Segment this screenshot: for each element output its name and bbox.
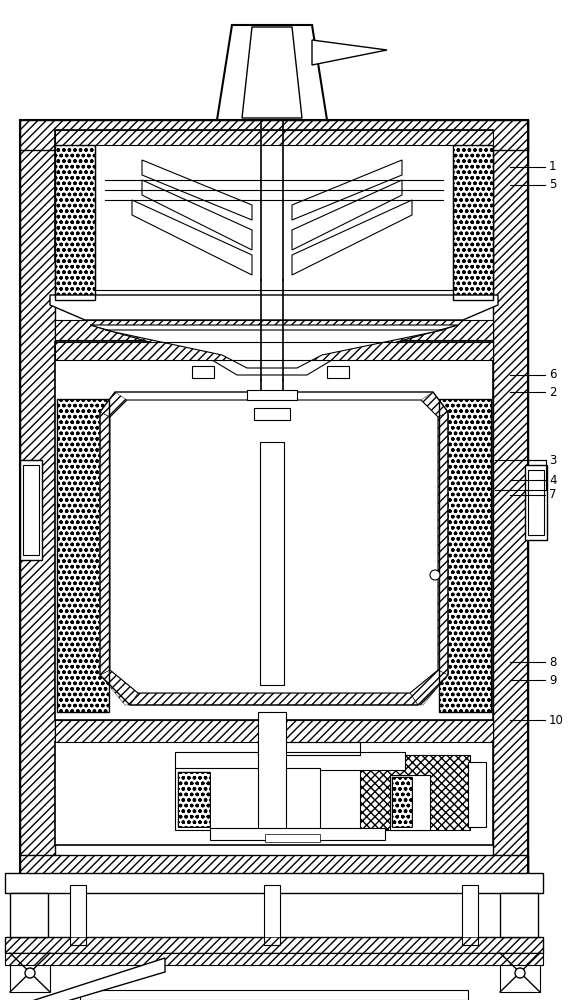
Bar: [20, 855, 528, 885]
Bar: [392, 777, 412, 827]
Bar: [175, 752, 405, 770]
Bar: [55, 145, 95, 300]
Bar: [55, 720, 493, 742]
Bar: [264, 885, 280, 945]
Bar: [5, 937, 543, 953]
Bar: [95, 145, 453, 290]
Polygon shape: [50, 295, 498, 320]
Text: 6: 6: [549, 368, 556, 381]
Polygon shape: [100, 392, 448, 705]
Bar: [247, 390, 297, 400]
Bar: [55, 320, 493, 340]
Polygon shape: [217, 25, 327, 120]
Bar: [20, 120, 528, 150]
Bar: [360, 755, 470, 830]
Bar: [57, 399, 109, 712]
Bar: [453, 145, 493, 300]
Bar: [70, 885, 86, 945]
Bar: [360, 755, 470, 830]
Bar: [500, 953, 540, 992]
Polygon shape: [292, 180, 402, 250]
Bar: [528, 470, 544, 535]
Polygon shape: [242, 27, 302, 118]
Bar: [55, 145, 95, 300]
Bar: [55, 342, 493, 360]
Bar: [55, 720, 493, 742]
Bar: [175, 768, 320, 830]
Bar: [265, 834, 320, 842]
Bar: [254, 408, 290, 420]
Text: 10: 10: [549, 714, 564, 726]
Bar: [500, 893, 538, 937]
Circle shape: [515, 968, 525, 978]
Bar: [5, 873, 543, 893]
Bar: [390, 775, 430, 830]
Bar: [178, 772, 210, 827]
Bar: [10, 893, 48, 937]
Bar: [20, 120, 55, 885]
Text: 4: 4: [549, 474, 556, 487]
Polygon shape: [312, 40, 387, 65]
Bar: [20, 460, 42, 560]
Text: 2: 2: [549, 385, 556, 398]
Polygon shape: [142, 180, 252, 250]
Bar: [55, 342, 493, 720]
Polygon shape: [105, 330, 443, 368]
Polygon shape: [55, 130, 493, 300]
Bar: [210, 828, 385, 840]
Bar: [258, 712, 286, 837]
Text: 9: 9: [549, 674, 556, 686]
Bar: [392, 777, 412, 827]
Bar: [55, 130, 493, 148]
Polygon shape: [110, 400, 438, 693]
Bar: [468, 762, 486, 827]
Bar: [55, 150, 493, 855]
Polygon shape: [142, 160, 252, 220]
Bar: [23, 465, 39, 555]
Bar: [5, 937, 543, 953]
Bar: [5, 953, 543, 965]
Polygon shape: [132, 200, 252, 275]
Bar: [57, 399, 109, 712]
Bar: [439, 399, 491, 712]
Circle shape: [25, 968, 35, 978]
Bar: [55, 742, 493, 845]
Text: 7: 7: [549, 488, 556, 502]
Polygon shape: [10, 958, 165, 1000]
Bar: [525, 465, 547, 540]
Bar: [10, 953, 50, 992]
Text: 5: 5: [549, 178, 556, 192]
Text: 3: 3: [549, 454, 556, 466]
Bar: [20, 120, 528, 885]
Text: 1: 1: [549, 160, 556, 174]
Bar: [55, 342, 493, 360]
Polygon shape: [292, 200, 412, 275]
Bar: [439, 399, 491, 712]
Bar: [327, 366, 349, 378]
Bar: [260, 442, 284, 685]
Bar: [493, 120, 528, 885]
Text: 8: 8: [549, 656, 556, 668]
Bar: [453, 145, 493, 300]
Bar: [80, 990, 468, 1000]
Polygon shape: [90, 325, 458, 375]
Bar: [462, 885, 478, 945]
Circle shape: [430, 570, 440, 580]
Polygon shape: [292, 160, 402, 220]
Bar: [178, 772, 210, 827]
Bar: [192, 366, 214, 378]
